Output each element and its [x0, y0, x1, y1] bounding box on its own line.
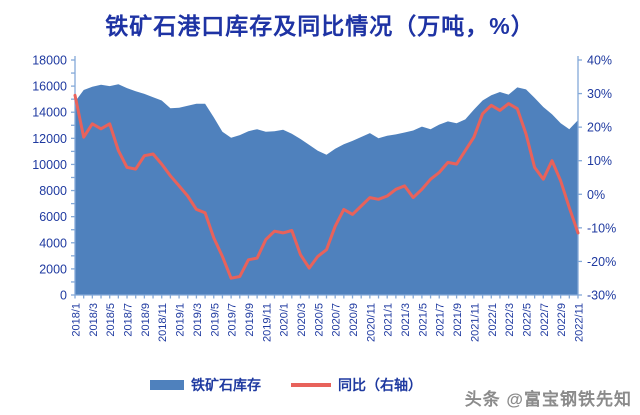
left-axis-tick-label: 0 — [60, 289, 67, 303]
x-axis-tick-label: 2022/5 — [522, 303, 534, 337]
legend-label-inventory: 铁矿石库存 — [191, 377, 261, 393]
x-axis-tick-label: 2021/11 — [469, 303, 481, 342]
x-axis-tick-label: 2018/7 — [123, 303, 135, 337]
left-axis-tick-label: 10000 — [32, 158, 67, 172]
legend-line-swatch-icon — [291, 383, 331, 387]
x-axis-tick-label: 2021/1 — [383, 303, 395, 337]
x-axis-tick-label: 2018/9 — [140, 303, 152, 337]
right-axis-tick-label: 20% — [587, 121, 612, 135]
left-axis-tick-label: 8000 — [39, 184, 67, 198]
x-axis-tick-label: 2020/9 — [348, 303, 360, 337]
x-axis-tick-label: 2021/3 — [400, 303, 412, 337]
left-axis-tick-label: 16000 — [32, 80, 67, 94]
x-axis-tick-label: 2021/7 — [435, 303, 447, 337]
x-axis-tick-label: 2020/1 — [279, 303, 291, 337]
x-axis-tick-label: 2019/1 — [175, 303, 187, 337]
x-axis-tick-label: 2021/9 — [452, 303, 464, 337]
x-axis-tick-label: 2019/5 — [209, 303, 221, 337]
legend: 铁矿石库存 同比（右轴） — [150, 376, 422, 394]
x-axis-tick-label: 2018/11 — [157, 303, 169, 342]
x-axis-tick-label: 2018/1 — [71, 303, 83, 337]
x-axis-tick-label: 2020/11 — [365, 303, 377, 342]
x-axis-tick-label: 2018/3 — [88, 303, 100, 337]
x-axis-tick-label: 2020/5 — [313, 303, 325, 337]
yoy-line-series — [73, 93, 580, 280]
watermark: 头条 @富宝钢铁先知 — [464, 390, 632, 409]
chart-title: 铁矿石港口库存及同比情况（万吨，%） — [105, 13, 535, 39]
legend-label-yoy: 同比（右轴） — [338, 377, 422, 393]
right-axis-tick-label: 0% — [587, 188, 605, 202]
x-axis-tick-label: 2022/3 — [504, 303, 516, 337]
left-axis-tick-label: 4000 — [39, 236, 67, 250]
right-axis-tick-label: -30% — [587, 289, 616, 303]
x-axis-tick-label: 2021/5 — [417, 303, 429, 337]
right-axis-tick-label: 40% — [587, 54, 612, 68]
left-axis-tick-label: 12000 — [32, 132, 67, 146]
right-axis-tick-label: -20% — [587, 255, 616, 269]
x-axis-tick-label: 2019/11 — [261, 303, 273, 342]
x-axis-tick-label: 2022/1 — [487, 303, 499, 337]
x-axis-tick-label: 2019/3 — [192, 303, 204, 337]
x-axis-tick-label: 2022/9 — [556, 303, 568, 337]
x-axis-tick-label: 2018/5 — [105, 303, 117, 337]
right-axis-tick-label: -10% — [587, 221, 616, 235]
right-axis-tick-label: 30% — [587, 87, 612, 101]
left-axis-tick-label: 18000 — [32, 54, 67, 68]
x-axis-tick-label: 2019/7 — [227, 303, 239, 337]
left-axis-tick-label: 6000 — [39, 210, 67, 224]
legend-area-swatch-icon — [150, 380, 184, 390]
inventory-area-series — [75, 84, 578, 295]
x-axis-tick-label: 2020/7 — [331, 303, 343, 337]
x-axis-tick-label: 2019/9 — [244, 303, 256, 337]
right-axis-tick-label: 10% — [587, 154, 612, 168]
x-axis-tick-label: 2020/3 — [296, 303, 308, 337]
x-axis-tick-label: 2022/11 — [574, 303, 586, 342]
left-axis-tick-label: 2000 — [39, 262, 67, 276]
x-axis-tick-label: 2022/7 — [539, 303, 551, 337]
left-axis-tick-label: 14000 — [32, 106, 67, 120]
